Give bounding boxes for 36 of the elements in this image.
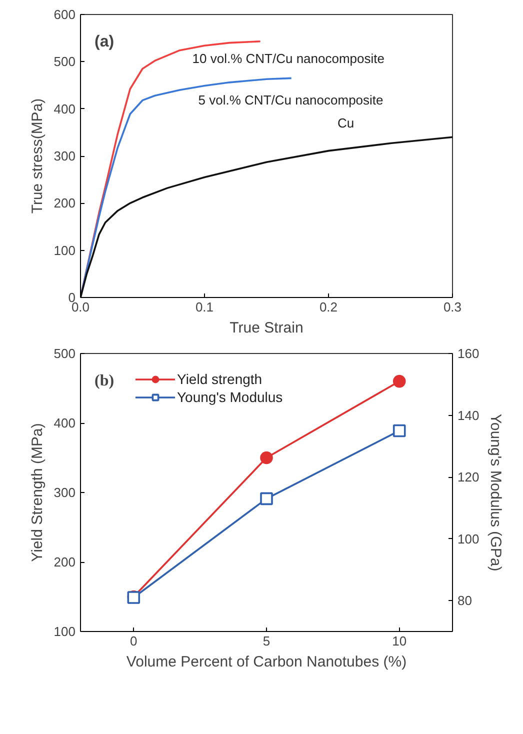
y-tick-label: 600	[54, 7, 76, 22]
x-tick-label: 0.3	[443, 300, 462, 314]
x-tick-label: 0.1	[195, 300, 214, 314]
x-axis-title: True Strain	[230, 320, 304, 336]
y-axis-title: Yield Strength (MPa)	[28, 423, 46, 562]
legend-label: Young's Modulus	[177, 389, 283, 405]
y-tick-label: 200	[54, 554, 76, 570]
legend-label: Yield strength	[177, 371, 262, 387]
y-tick-label: 400	[54, 416, 76, 430]
point	[260, 492, 273, 506]
series-label: 10 vol.% CNT/Cu nanocomposite	[192, 50, 385, 66]
annotation: (a)	[94, 34, 114, 50]
y2-tick-label: 160	[458, 346, 480, 361]
x-tick-label: 0.2	[319, 300, 338, 314]
y2-axis-title: Young's Modulus (GPa)	[487, 414, 504, 572]
y-tick-label: 300	[54, 485, 76, 500]
y-tick-label: 400	[54, 101, 76, 116]
y-tick-label: 100	[54, 242, 76, 258]
x-tick-label: 0	[130, 634, 138, 648]
y-tick-label: 200	[54, 196, 76, 211]
y-axis-title: True stress(MPa)	[28, 98, 46, 214]
y2-tick-label: 120	[458, 470, 480, 485]
point	[392, 424, 406, 438]
x-tick-label: 5	[262, 634, 270, 648]
series-label: 5 vol.% CNT/Cu nanocomposite	[198, 92, 384, 108]
y2-tick-label: 100	[458, 531, 480, 546]
annotation: (b)	[94, 372, 114, 390]
y-tick-label: 500	[54, 54, 76, 70]
y2-tick-label: 140	[458, 408, 480, 423]
y-tick-label: 500	[54, 346, 76, 361]
series-label: Cu	[338, 116, 354, 131]
y-tick-label: 300	[54, 148, 76, 164]
x-axis-title: Volume Percent of Carbon Nanotubes (%)	[126, 654, 407, 670]
y2-tick-label: 80	[458, 593, 472, 608]
x-tick-label: 10	[392, 634, 407, 648]
y-tick-label: 100	[54, 624, 76, 639]
